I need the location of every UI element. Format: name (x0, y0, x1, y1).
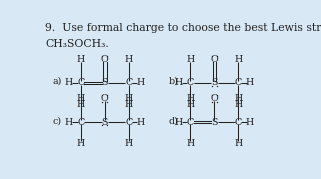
Text: H: H (186, 139, 195, 148)
Text: H: H (234, 100, 242, 109)
Text: O: O (210, 94, 218, 103)
Text: H: H (234, 139, 242, 148)
Text: H: H (125, 139, 133, 148)
Text: c): c) (53, 116, 62, 125)
Text: C: C (77, 118, 84, 127)
Text: H: H (125, 94, 133, 103)
Text: C: C (125, 118, 132, 127)
Text: S: S (101, 78, 108, 87)
Text: H: H (234, 55, 242, 64)
Text: H: H (246, 118, 254, 127)
Text: H: H (136, 78, 145, 87)
Text: H: H (65, 118, 73, 127)
Text: C: C (187, 78, 194, 87)
Text: S: S (101, 118, 108, 127)
Text: H: H (65, 78, 73, 87)
Text: H: H (174, 118, 183, 127)
Text: a): a) (53, 77, 62, 86)
Text: H: H (174, 78, 183, 87)
Text: H: H (77, 139, 85, 148)
Text: H: H (186, 55, 195, 64)
Text: O: O (210, 55, 218, 64)
Text: S: S (211, 78, 218, 87)
Text: d): d) (168, 116, 178, 125)
Text: H: H (186, 94, 195, 103)
Text: C: C (125, 78, 132, 87)
Text: C: C (77, 78, 84, 87)
Text: b): b) (168, 77, 178, 86)
Text: H: H (125, 55, 133, 64)
Text: CH₃SOCH₃.: CH₃SOCH₃. (45, 39, 109, 49)
Text: H: H (136, 118, 145, 127)
Text: H: H (186, 100, 195, 109)
Text: C: C (187, 118, 194, 127)
Text: H: H (77, 94, 85, 103)
Text: H: H (77, 55, 85, 64)
Text: O: O (101, 94, 109, 103)
Text: C: C (235, 78, 242, 87)
Text: H: H (77, 100, 85, 109)
Text: 9.  Use formal charge to choose the best Lewis structure for: 9. Use formal charge to choose the best … (45, 23, 321, 33)
Text: C: C (235, 118, 242, 127)
Text: H: H (125, 100, 133, 109)
Text: H: H (246, 78, 254, 87)
Text: O: O (101, 55, 109, 64)
Text: S: S (211, 118, 218, 127)
Text: H: H (234, 94, 242, 103)
